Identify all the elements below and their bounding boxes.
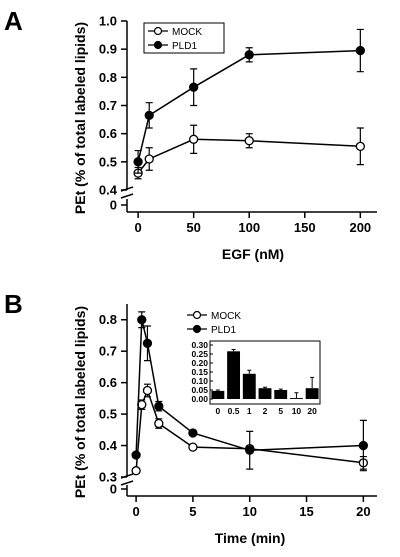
inset-x-tick-label: 10 [292,406,302,416]
inset-bar [274,390,288,399]
inset-error-bar [310,376,315,389]
inset-error-bar [278,388,283,390]
inset-error-bar [231,349,236,352]
inset-error-bar [294,392,299,399]
inset-y-tick-label: 0.00 [191,394,208,404]
panel-b-y-tick-label: 0.7 [99,344,117,359]
panel-a-y-tick-label: 0.4 [99,183,118,198]
panel-a-y-tick-label: 0.5 [99,154,117,169]
inset-error-bar [215,389,220,391]
panel-b-inset: 0.000.050.100.150.200.250.30 0 0.5 1 2 5 10 20 [191,340,321,416]
panel-b-legend-mock-marker [192,310,202,320]
inset-x-tick-label: 5 [278,406,283,416]
panel-a-x-axis-title: EGF (nM) [222,246,284,262]
panel-b-y-tick-label: 0.6 [99,375,117,390]
panel-a-x-tick-label: 150 [294,220,316,235]
panel-a-mock-point [189,134,199,144]
panel-a-mock-point [244,136,254,146]
panel-a-x-tick-label: 50 [186,220,200,235]
panel-b-x-tick-label: 20 [356,504,370,519]
inset-x-tick-label: 0 [215,406,220,416]
panel-a-legend-mock-marker [153,26,163,36]
inset-x-tick-label: 1 [247,406,252,416]
panel-a-mock-point [355,141,365,151]
panel-b: B 0.30.40.50.60.70.80 0 5 10 15 20 Time (min… [4,289,377,546]
panel-b-legend-mock-label: MOCK [211,311,241,322]
panel-b-x-tick-label: 5 [189,504,196,519]
panel-a-mock-point [144,154,154,164]
inset-y-tick-label: 0.30 [191,340,208,350]
panel-b-y-tick-label: 0.8 [99,312,117,327]
panel-b-y-tick-label: 0.4 [99,438,118,453]
panel-b-pld1-point [154,401,164,411]
panel-b-mock-point [154,418,164,429]
panel-b-x-tick-label: 15 [299,504,313,519]
panel-a-x-tick-label: 200 [349,220,371,235]
panel-a-y-tick-label: 0.8 [99,70,117,85]
panel-b-pld1-point [131,450,141,460]
panel-b-axis-break [120,473,134,486]
panel-a-axis-break [120,186,134,199]
panel-a-y-tick-label: 1.0 [99,14,117,29]
panel-b-pld1-point [188,428,198,438]
panel-b-x-tick-label: 0 [132,504,139,519]
panel-a-pld1-point [189,82,199,92]
panel-letter-b: B [4,289,23,319]
inset-x-tick-label: 0.5 [228,406,240,416]
panel-b-y-tick-label: 0.5 [99,407,117,422]
panel-a-legend-pld1-marker [153,40,163,50]
panel-a-pld1-point [144,110,154,121]
panel-a-legend: MOCK PLD1 [143,22,225,54]
panel-b-pld1-point [358,440,369,451]
panel-b-mock-point [142,385,153,396]
panel-b-legend: MOCK PLD1 [187,310,241,336]
panel-b-pld1-point [137,315,147,325]
panel-a-y-tick-label-zero: 0 [110,198,117,213]
panel-letter-a: A [4,6,23,36]
inset-error-bar [263,386,267,389]
inset-error-bar [247,369,252,374]
panel-b-legend-pld1-label: PLD1 [211,325,236,336]
panel-a-legend-pld1-label: PLD1 [172,41,197,52]
panel-a-legend-mock-label: MOCK [172,27,202,38]
panel-b-y-axis-title: PEt (% of total labeled lipids) [72,306,88,498]
inset-x-tick-label: 20 [307,406,317,416]
inset-bar [211,390,225,399]
panel-b-x-axis-title: Time (min) [215,530,286,546]
inset-bar [289,398,303,399]
inset-bar [258,388,272,399]
panel-a-x-tick-label: 0 [134,220,141,235]
panel-a-y-tick-label: 0.6 [99,126,117,141]
panel-b-pld1-point [142,338,153,348]
panel-a-pld1-point [133,157,143,167]
inset-bar [227,351,241,399]
panel-a-x-tick-label: 100 [238,220,260,235]
panel-a-pld1-point [355,45,365,56]
panel-b-x-tick-label: 10 [242,504,256,519]
panel-b-legend-pld1-marker [192,324,202,334]
panel-b-y-tick-label-zero: 0 [110,482,117,497]
panel-a-pld1-point [244,50,254,60]
inset-y-tick-label: 0.25 [191,349,208,359]
panel-b-mock-point [131,466,141,476]
inset-y-tick-label: 0.10 [191,376,208,386]
panel-a-y-tick-label: 0.7 [99,98,117,113]
inset-x-tick-label: 2 [263,406,268,416]
panel-a-y-axis-title: PEt (% of total labeled lipids) [72,22,88,214]
inset-bar [305,388,319,399]
panel-b-mock-point [188,442,198,452]
inset-y-tick-label: 0.05 [191,385,208,395]
inset-y-tick-label: 0.20 [191,358,208,368]
panel-b-pld1-point [245,445,255,455]
inset-y-tick-label: 0.15 [191,367,208,377]
inset-bar [242,373,256,399]
panel-a-y-tick-label: 0.9 [99,42,117,57]
panel-a: A 0.4 0.5 0.6 0.7 0.8 0.9 1.0 0 0 50 100 150 200 EG… [4,6,377,262]
panel-b-y-tick-label: 0.3 [99,470,117,485]
